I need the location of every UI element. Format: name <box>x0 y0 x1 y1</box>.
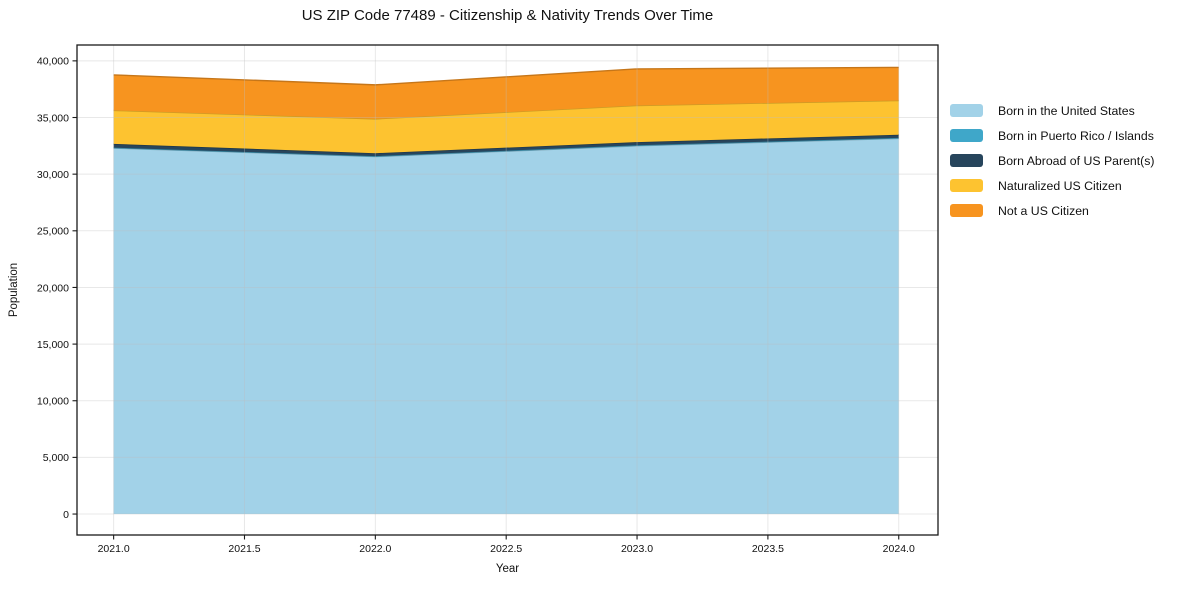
legend-item-born-in-the-united-states: Born in the United States <box>950 98 1155 123</box>
area-born-in-the-united-states <box>113 138 899 515</box>
legend-label: Born in Puerto Rico / Islands <box>998 128 1154 143</box>
legend-item-naturalized-us-citizen: Naturalized US Citizen <box>950 173 1155 198</box>
legend-label: Born Abroad of US Parent(s) <box>998 153 1155 168</box>
y-tick-label: 15,000 <box>37 339 69 351</box>
y-tick-label: 30,000 <box>37 169 69 181</box>
legend-item-born-in-puerto-rico-islands: Born in Puerto Rico / Islands <box>950 123 1155 148</box>
x-tick-label: 2022.0 <box>359 543 391 555</box>
chart-title: US ZIP Code 77489 - Citizenship & Nativi… <box>301 7 714 24</box>
legend-swatch <box>950 179 983 192</box>
legend-swatch <box>950 154 983 167</box>
y-tick-label: 20,000 <box>37 282 69 294</box>
y-tick-label: 0 <box>63 509 69 521</box>
y-tick-label: 5,000 <box>43 452 69 464</box>
x-tick-label: 2022.5 <box>490 543 522 555</box>
legend-label: Naturalized US Citizen <box>998 178 1122 193</box>
area-edge-not-a-us-citizen <box>113 66 899 86</box>
x-tick-label: 2024.0 <box>883 543 915 555</box>
legend-label: Born in the United States <box>998 103 1135 118</box>
plot-border <box>76 44 939 536</box>
area-naturalized-us-citizen <box>113 100 899 154</box>
y-tick-label: 10,000 <box>37 396 69 408</box>
legend-item-not-a-us-citizen: Not a US Citizen <box>950 198 1155 223</box>
legend-swatch <box>950 104 983 117</box>
x-tick-label: 2021.0 <box>98 543 130 555</box>
x-tick-label: 2023.5 <box>752 543 784 555</box>
y-tick-label: 25,000 <box>37 226 69 238</box>
legend: Born in the United States Born in Puerto … <box>950 98 1155 223</box>
x-axis-label: Year <box>495 563 520 575</box>
legend-item-born-abroad-of-us-parent-s: Born Abroad of US Parent(s) <box>950 148 1155 173</box>
legend-label: Not a US Citizen <box>998 203 1089 218</box>
y-tick-label: 35,000 <box>37 112 69 124</box>
area-not-a-us-citizen <box>113 67 899 119</box>
legend-swatch <box>950 129 983 142</box>
x-tick-label: 2021.5 <box>228 543 260 555</box>
legend-swatch <box>950 204 983 217</box>
y-axis-label: Population <box>8 262 20 318</box>
y-tick-label: 40,000 <box>37 56 69 68</box>
x-tick-label: 2023.0 <box>621 543 653 555</box>
